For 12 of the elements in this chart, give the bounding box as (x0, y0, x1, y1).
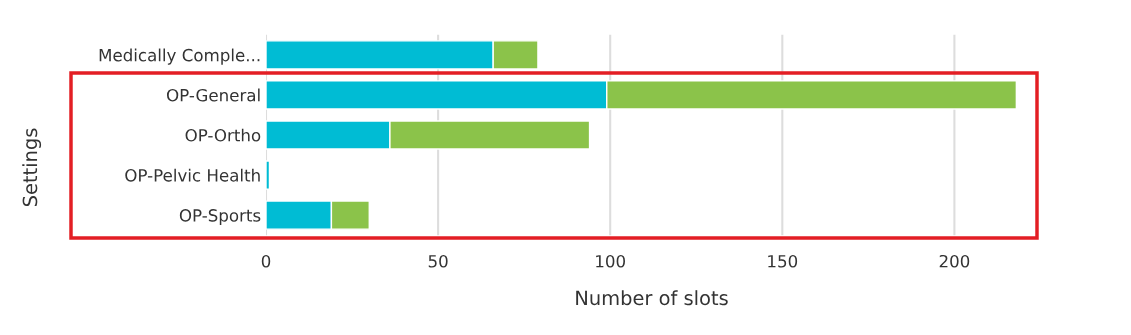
y-tick-label: OP-Ortho (185, 128, 261, 142)
x-tick-label: 0 (261, 254, 271, 268)
y-tick-label: OP-Pelvic Health (125, 168, 260, 182)
x-tick-label: 100 (596, 254, 626, 268)
y-tick-label: OP-Sports (179, 209, 261, 225)
x-tick-label: 50 (428, 254, 448, 268)
x-axis-title: Number of slots (576, 290, 728, 306)
y-tick-label: OP-General (166, 88, 260, 102)
x-tick-label: 200 (939, 254, 970, 268)
x-tick-label: 150 (768, 254, 798, 268)
y-axis-title: Settings (22, 128, 42, 207)
y-tick-label: Medically Comple... (99, 48, 260, 65)
